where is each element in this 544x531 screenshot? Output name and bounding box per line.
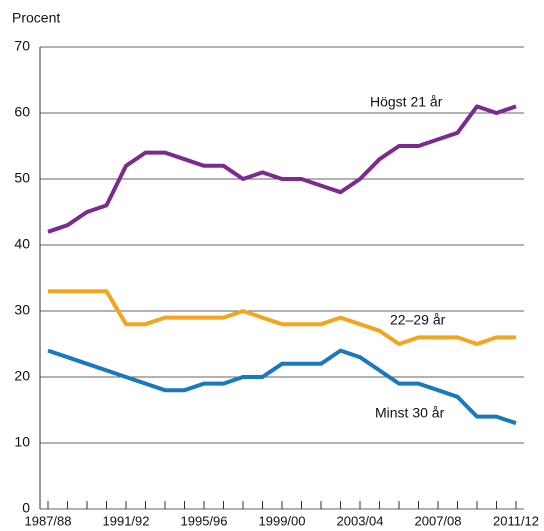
y-tick-label: 20 <box>14 368 30 384</box>
x-tick-label: 2007/08 <box>415 513 462 528</box>
x-tick-label: 1995/96 <box>181 513 228 528</box>
y-tick-label: 60 <box>14 104 30 120</box>
y-tick-label: 50 <box>14 170 30 186</box>
series-line <box>47 104 517 234</box>
y-tick-label: 40 <box>14 236 30 252</box>
x-tick-label: 1991/92 <box>103 513 150 528</box>
series-label: 22–29 år <box>390 312 446 328</box>
x-tick-label: 1999/00 <box>259 513 306 528</box>
x-tick-label: 2003/04 <box>337 513 384 528</box>
y-tick-label: 10 <box>14 434 30 450</box>
y-tick-label: 70 <box>14 38 30 54</box>
series-label: Högst 21 år <box>370 94 443 110</box>
y-axis-label: Procent <box>12 10 60 26</box>
series-line <box>48 289 516 346</box>
x-tick-label: 1987/88 <box>25 513 72 528</box>
series-label: Minst 30 år <box>375 405 445 421</box>
y-tick-label: 30 <box>14 302 30 318</box>
x-tick-label: 2011/12 <box>493 513 539 528</box>
y-tick-label: 0 <box>22 500 30 516</box>
series-line <box>47 348 517 426</box>
